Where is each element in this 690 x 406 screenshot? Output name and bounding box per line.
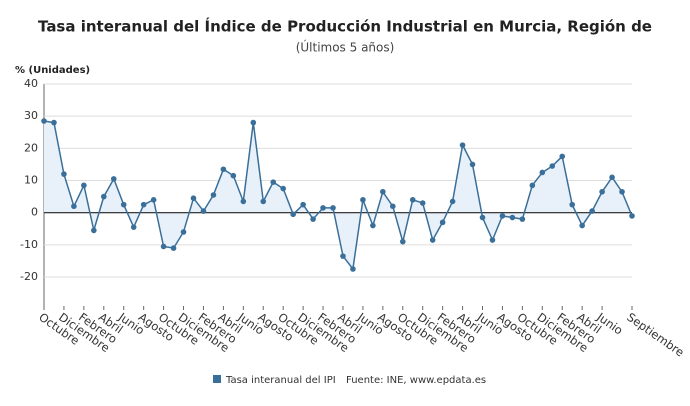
point xyxy=(549,163,556,169)
point xyxy=(529,182,536,189)
legend-swatch xyxy=(213,375,221,383)
y-tick-label: 20 xyxy=(24,141,38,154)
point xyxy=(130,224,137,230)
point xyxy=(489,237,496,243)
point xyxy=(240,198,247,205)
point xyxy=(120,201,127,208)
point xyxy=(350,266,356,272)
x-tick-label: Septiembre xyxy=(624,310,687,360)
y-axis-label: % (Unidades) xyxy=(15,65,90,76)
point xyxy=(340,253,346,259)
point xyxy=(170,245,177,251)
point xyxy=(419,200,426,206)
point xyxy=(479,214,486,221)
point xyxy=(150,197,157,203)
y-tick-label: 0 xyxy=(31,206,38,219)
y-tick-label: -10 xyxy=(20,238,38,251)
point xyxy=(140,201,147,208)
point xyxy=(439,219,446,226)
area xyxy=(44,121,632,269)
point xyxy=(409,197,416,203)
point xyxy=(71,203,77,210)
point xyxy=(509,214,516,221)
point xyxy=(190,195,197,202)
point xyxy=(81,182,87,189)
point xyxy=(569,201,576,208)
point xyxy=(230,172,237,179)
point xyxy=(110,176,117,182)
point xyxy=(260,198,267,205)
point xyxy=(320,205,326,211)
point xyxy=(589,208,595,214)
point xyxy=(469,161,476,168)
y-tick-label: 10 xyxy=(24,174,38,187)
point xyxy=(629,213,635,219)
point xyxy=(51,119,57,126)
point xyxy=(390,203,396,210)
chart-subtitle: (Últimos 5 años) xyxy=(296,40,395,55)
point xyxy=(91,227,97,234)
point xyxy=(310,216,316,222)
point xyxy=(330,205,336,211)
point xyxy=(449,198,456,205)
x-tick-label: Junio xyxy=(594,309,626,337)
point xyxy=(519,216,526,222)
legend-label: Tasa interanual del IPI xyxy=(225,375,336,386)
point xyxy=(250,119,257,126)
y-tick-label: 40 xyxy=(24,77,38,90)
point xyxy=(559,153,566,160)
point xyxy=(579,222,585,229)
point xyxy=(619,188,625,195)
point xyxy=(61,171,67,177)
point xyxy=(220,166,227,173)
point xyxy=(370,222,376,229)
point xyxy=(100,193,107,200)
point xyxy=(180,229,187,235)
chart-title: Tasa interanual del Índice de Producción… xyxy=(38,17,652,36)
y-tick-label: 30 xyxy=(24,109,38,122)
point xyxy=(399,238,406,245)
point xyxy=(360,197,366,203)
point xyxy=(210,192,217,198)
point xyxy=(539,169,546,176)
point xyxy=(429,237,436,243)
source: Fuente: INE, www.epdata.es xyxy=(346,375,486,386)
y-tick-label: -20 xyxy=(20,270,38,283)
point xyxy=(609,174,615,181)
point xyxy=(499,213,506,219)
point xyxy=(270,179,277,185)
point xyxy=(290,211,296,218)
point xyxy=(160,243,167,250)
point xyxy=(280,185,286,192)
point xyxy=(300,201,306,208)
point xyxy=(380,188,386,195)
point xyxy=(41,118,47,124)
point xyxy=(459,142,466,148)
point xyxy=(599,188,605,195)
point xyxy=(200,208,207,214)
